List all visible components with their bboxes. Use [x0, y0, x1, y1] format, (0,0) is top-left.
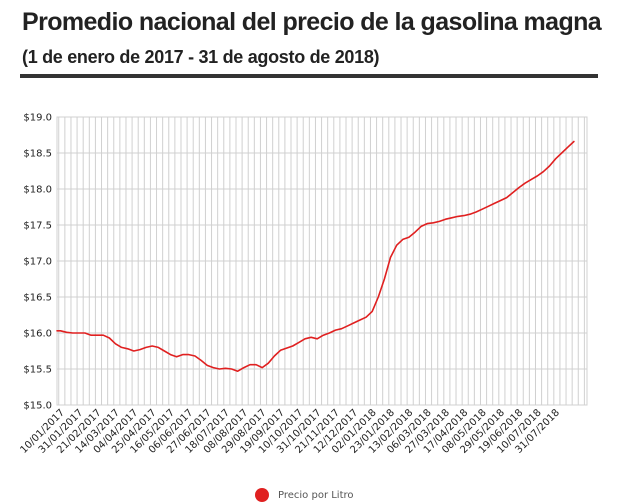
y-tick-label: $18.5 [23, 149, 52, 160]
legend-marker [255, 488, 269, 502]
series-line [56, 140, 575, 373]
y-tick-label: $17.0 [23, 257, 52, 268]
chart-subtitle: (1 de enero de 2017 - 31 de agosto de 20… [22, 47, 380, 67]
y-tick-label: $19.0 [23, 113, 52, 124]
chart-title: Promedio nacional del precio de la gasol… [22, 8, 602, 36]
y-tick-label: $15.5 [23, 365, 52, 376]
y-tick-label: $18.0 [23, 185, 52, 196]
y-tick-label: $16.0 [23, 329, 52, 340]
y-tick-label: $16.5 [23, 293, 52, 304]
title-divider [20, 74, 598, 78]
chart-legend: Precio por Litro [255, 488, 354, 502]
legend-label: Precio por Litro [278, 489, 354, 501]
y-tick-label: $15.0 [23, 401, 52, 412]
y-tick-label: $17.5 [23, 221, 52, 232]
